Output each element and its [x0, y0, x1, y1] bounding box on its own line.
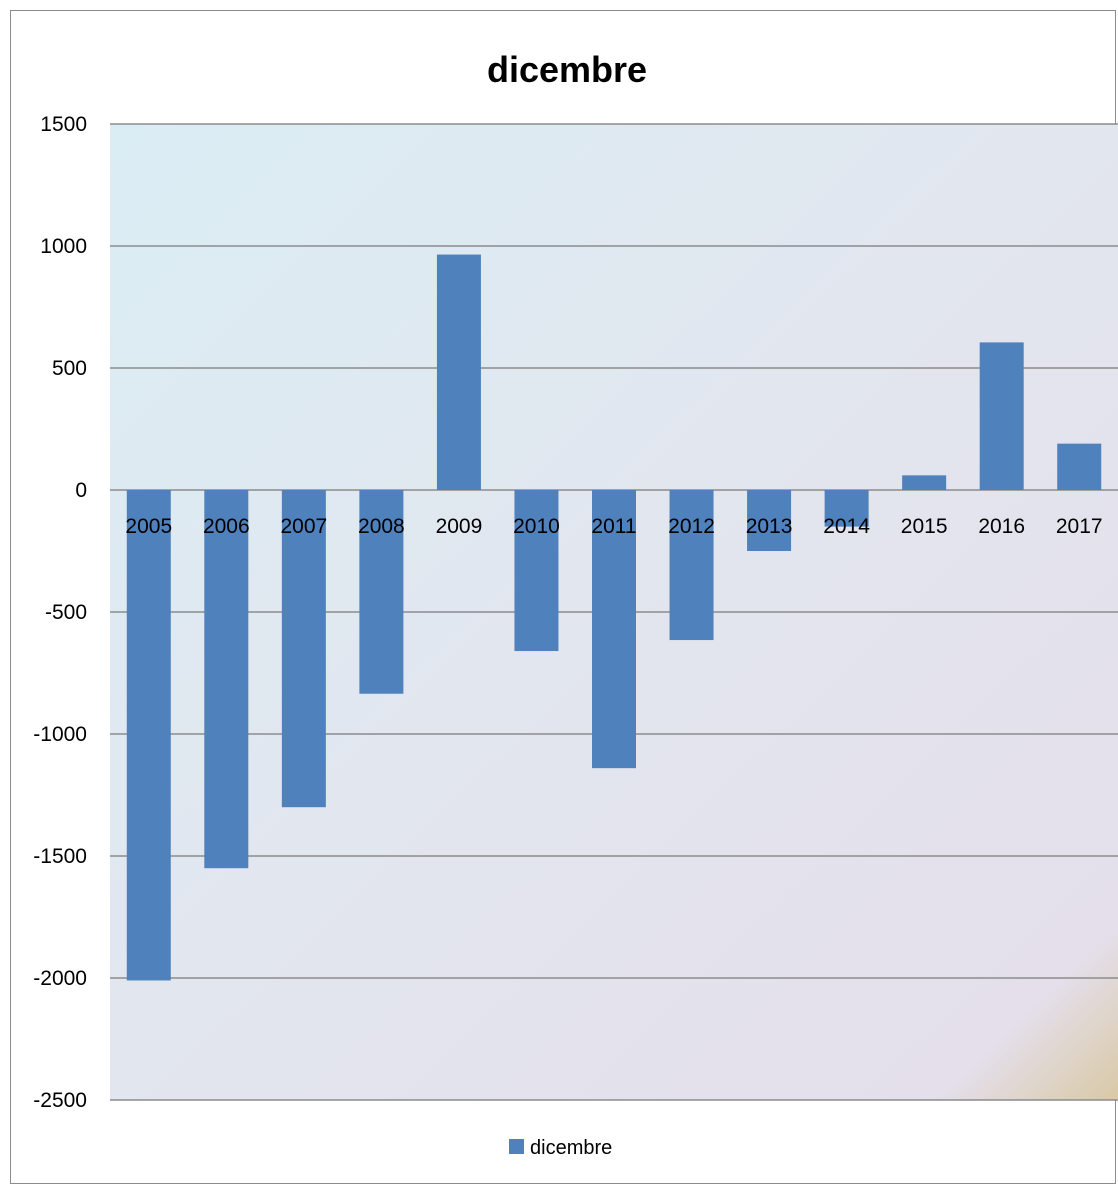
y-tick-label: -1500	[33, 845, 87, 868]
x-tick-label-2016: 2016	[978, 515, 1025, 538]
bar-2012	[669, 490, 714, 641]
bar-2006	[204, 490, 249, 869]
y-axis-labels: 1500 1000 500 0 -500 -1000 -1500 -2000 -2500	[33, 113, 87, 1112]
x-tick-label-2013: 2013	[746, 515, 793, 538]
bar-2008	[359, 490, 404, 694]
y-tick-label: 500	[52, 357, 87, 380]
x-tick-label-2007: 2007	[280, 515, 327, 538]
x-tick-label-2012: 2012	[668, 515, 715, 538]
y-tick-label: 1000	[40, 235, 87, 258]
y-tick-label: 1500	[40, 113, 87, 136]
x-tick-label-2011: 2011	[591, 515, 636, 538]
bar-2013	[747, 490, 792, 551]
y-tick-label: 0	[75, 479, 87, 502]
x-axis-labels: 2005 2006 2007 2008 2009 2010 2011 2012 2013 2014…	[125, 515, 1102, 538]
bar-2015	[902, 475, 947, 490]
x-tick-label-2017: 2017	[1056, 515, 1103, 538]
y-tick-label: -2000	[33, 967, 87, 990]
chart-title: dicembre	[487, 49, 647, 90]
y-tick-label: -2500	[33, 1089, 87, 1112]
y-tick-label: -1000	[33, 723, 87, 746]
bar-2017	[1057, 443, 1102, 490]
x-tick-label-2014: 2014	[823, 515, 870, 538]
bar-2007	[281, 490, 326, 808]
bars	[126, 254, 1102, 981]
x-tick-label-2006: 2006	[203, 515, 250, 538]
x-tick-label-2005: 2005	[125, 515, 172, 538]
x-tick-label-2009: 2009	[436, 515, 483, 538]
bar-2011	[592, 490, 636, 769]
bar-2005	[126, 490, 171, 981]
bar-2016	[979, 342, 1024, 490]
legend: dicembre	[509, 1137, 612, 1159]
y-tick-label: -500	[45, 601, 87, 624]
x-tick-label-2008: 2008	[358, 515, 405, 538]
x-tick-label-2010: 2010	[513, 515, 560, 538]
x-tick-label-2015: 2015	[901, 515, 948, 538]
legend-label: dicembre	[530, 1137, 612, 1159]
bar-2010	[514, 490, 559, 652]
bar-2009	[436, 254, 481, 490]
legend-swatch	[509, 1139, 524, 1154]
bar-2014	[824, 490, 869, 527]
